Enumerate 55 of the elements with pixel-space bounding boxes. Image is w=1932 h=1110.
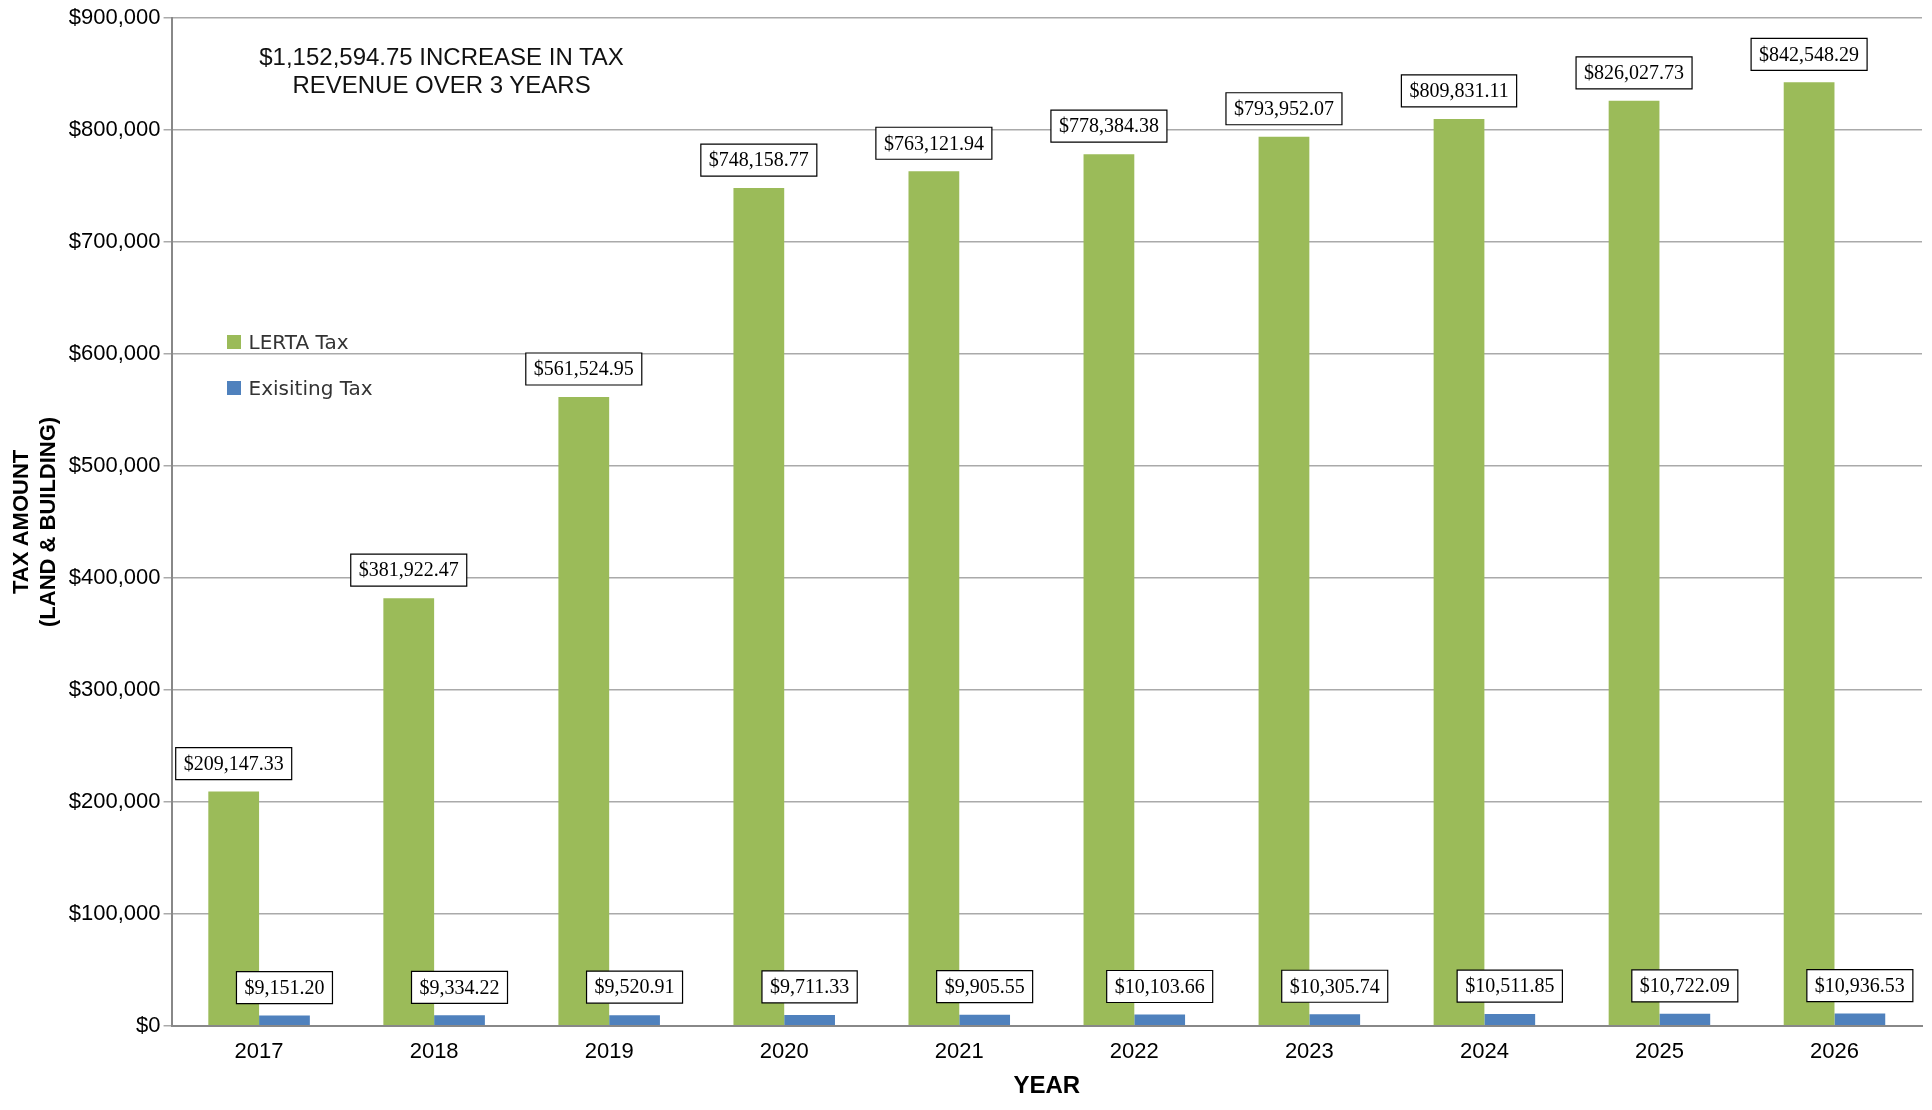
data-label: $793,952.07 [1233, 97, 1334, 119]
data-label: $763,121.94 [883, 131, 984, 154]
data-label: $10,936.53 [1814, 973, 1905, 996]
y-axis-title: TAX AMOUNT (LAND & BUILDING) [8, 416, 60, 627]
x-tick-label: 2021 [934, 1038, 984, 1064]
bar [434, 1015, 485, 1026]
legend-label: Exisiting Tax [248, 376, 373, 401]
x-tick-label: 2025 [1634, 1038, 1684, 1064]
legend-label: LERTA Tax [248, 330, 349, 355]
data-label: $9,905.55 [944, 974, 1025, 997]
bar [959, 1014, 1011, 1026]
data-label: $10,722.09 [1639, 974, 1730, 997]
data-label: $10,103.66 [1114, 974, 1205, 997]
x-tick-label: 2022 [1109, 1038, 1159, 1064]
y-tick-label: $700,000 [68, 228, 161, 254]
data-label: $778,384.38 [1058, 114, 1159, 137]
data-label: $842,548.29 [1759, 42, 1860, 65]
x-tick-label: 2017 [234, 1038, 284, 1064]
data-label: $381,922.47 [358, 558, 459, 581]
y-tick-label: $600,000 [68, 340, 161, 365]
bar [1834, 1013, 1886, 1026]
y-tick-label: $100,000 [68, 899, 161, 925]
data-label: $809,831.11 [1409, 79, 1509, 102]
data-label: $209,147.33 [183, 751, 284, 774]
data-label: $9,520.91 [594, 975, 675, 998]
data-label: $9,711.33 [769, 975, 850, 998]
x-tick-label: 2019 [584, 1038, 634, 1064]
y-tick-label: $300,000 [68, 675, 161, 701]
bar [1309, 1014, 1361, 1026]
y-tick-label: $900,000 [68, 4, 161, 30]
x-tick-label: 2018 [409, 1038, 459, 1064]
data-label: $10,511.85 [1465, 974, 1555, 997]
x-tick-label: 2026 [1810, 1038, 1859, 1064]
y-tick-label: $0 [136, 1011, 161, 1037]
annotation: $1,152,594.75 INCREASE IN TAX REVENUE OVER 3 YEARS [258, 43, 625, 99]
y-tick-label: $400,000 [68, 563, 161, 589]
data-label: $748,158.77 [708, 148, 809, 171]
y-tick-label: $500,000 [68, 451, 161, 477]
data-label: $10,305.74 [1289, 974, 1380, 997]
y-tick-label: $800,000 [68, 116, 161, 142]
bar [1484, 1014, 1536, 1026]
bar [1134, 1014, 1186, 1026]
bar [1659, 1013, 1711, 1026]
y-tick-label: $200,000 [68, 787, 161, 813]
data-label: $9,151.20 [244, 975, 325, 998]
data-label: $9,334.22 [419, 975, 500, 998]
x-tick-label: 2024 [1459, 1038, 1509, 1064]
bar [784, 1014, 835, 1026]
x-tick-label: 2023 [1284, 1038, 1334, 1064]
bar [609, 1015, 660, 1026]
x-axis-title: YEAR [1013, 1071, 1081, 1099]
data-label: $826,027.73 [1584, 61, 1685, 84]
x-tick-label: 2020 [759, 1038, 809, 1064]
data-label: $561,524.95 [533, 357, 634, 380]
bar [259, 1015, 310, 1026]
